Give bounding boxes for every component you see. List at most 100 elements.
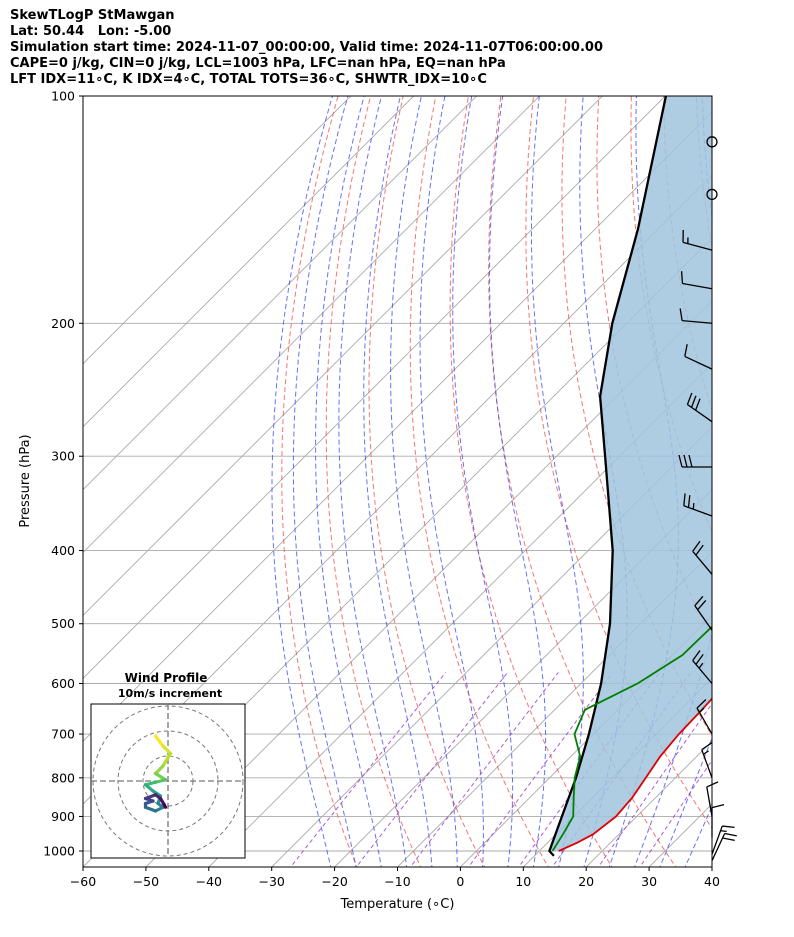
mixing-ratio-line: [639, 759, 712, 867]
isotherm-line: [772, 79, 794, 870]
moist-adiabat-line: [488, 96, 547, 867]
wind-barb: [706, 781, 719, 817]
barb-full-feather: [684, 344, 688, 357]
moist-adiabat-line: [659, 736, 712, 867]
barb-half-feather: [703, 750, 709, 755]
barb-full-feather: [695, 398, 701, 411]
y-tick-label: 600: [51, 676, 75, 691]
barb-full-feather: [688, 454, 693, 468]
dry-adiabat-line: [325, 96, 422, 867]
barb-full-feather: [722, 825, 735, 829]
y-tick-label: 800: [51, 770, 75, 785]
wind-barb: [711, 803, 725, 838]
moist-adiabat-line: [338, 96, 408, 867]
y-tick-label: 900: [51, 809, 75, 824]
x-tick-label: −30: [259, 874, 285, 889]
x-tick-label: −20: [321, 874, 347, 889]
x-tick-label: 0: [456, 874, 464, 889]
temperature-line: [558, 697, 712, 852]
y-tick-label: 500: [51, 616, 75, 631]
barb-staff: [684, 355, 713, 370]
moist-adiabat-line: [390, 96, 458, 867]
wind-barb: [692, 540, 713, 575]
wind-barb: [678, 454, 712, 468]
hodograph-segment: [153, 734, 165, 748]
moist-adiabat-line: [271, 96, 333, 867]
isotherm-line: [83, 96, 541, 554]
x-tick-label: −50: [133, 874, 159, 889]
moist-adiabat-line: [531, 96, 584, 867]
barb-staff: [682, 282, 713, 290]
hodograph-segment: [161, 744, 173, 756]
barb-full-feather: [692, 650, 701, 661]
mixing-ratio-line: [289, 672, 447, 867]
isotherm-line: [711, 866, 712, 867]
barb-half-feather: [699, 707, 705, 713]
wind-barbs: [678, 136, 737, 861]
barb-staff: [682, 320, 713, 324]
y-axis-label: Pressure (hPa): [18, 434, 33, 527]
chart-title: SkewTLogP StMawgan: [10, 8, 175, 23]
isotherm-line: [83, 96, 352, 365]
barb-full-feather: [711, 803, 725, 809]
isotherm-line: [83, 96, 415, 428]
axes-layer: −60 −50 −40 −30 −20 −10 0 10 20 30 40 1000 900 800 700…: [43, 89, 720, 890]
x-tick-label: 20: [578, 874, 594, 889]
x-tick-label: −60: [70, 874, 96, 889]
barb-half-feather: [720, 830, 727, 833]
y-tick-label: 400: [51, 543, 75, 558]
dry-adiabat-line: [449, 96, 613, 867]
hodograph-segment: [153, 778, 168, 784]
moist-adiabat-line: [419, 96, 484, 867]
barb-full-feather: [696, 699, 707, 709]
parcel-temperature-shading: [549, 96, 712, 851]
chart-header: SkewTLogP StMawgan Lat: 50.44 Lon: -5.00…: [10, 8, 603, 88]
wind-barb: [684, 344, 713, 370]
isotherm-line: [83, 96, 604, 617]
moist-adiabat-line: [608, 96, 679, 867]
barb-full-feather: [692, 540, 701, 552]
barb-full-feather: [683, 493, 686, 506]
dry-adiabat-line: [368, 96, 486, 867]
barb-full-feather: [690, 395, 697, 408]
isotherm-line: [83, 96, 666, 679]
barb-staff: [706, 786, 713, 817]
isotherm-line: [333, 488, 712, 867]
y-tick-label: 100: [51, 89, 75, 104]
wind-barb: [679, 308, 713, 324]
y-tick-label: 300: [51, 449, 75, 464]
barb-full-feather: [678, 454, 683, 468]
calm-wind-circle: [706, 136, 718, 148]
barb-full-feather: [724, 832, 737, 837]
barb-full-feather: [687, 495, 691, 508]
wind-barb: [694, 595, 713, 631]
hodograph-segment: [143, 805, 158, 813]
barb-full-feather: [701, 742, 713, 751]
x-axis-label: Temperature (∘C): [340, 897, 455, 912]
simulation-time: Simulation start time: 2024-11-07_00:00:…: [10, 40, 603, 55]
barb-full-feather: [686, 392, 693, 405]
isotherm-line: [396, 551, 712, 867]
wind-barb: [696, 699, 713, 735]
y-tick-label: 1000: [43, 844, 75, 859]
hodograph-title: Wind Profile: [125, 671, 208, 685]
barb-full-feather: [695, 544, 704, 556]
wind-barb: [683, 493, 713, 517]
hodograph-segment: [143, 783, 155, 793]
dry-adiabat-line: [281, 96, 358, 867]
wind-barb: [686, 392, 713, 423]
wind-barb: [711, 825, 735, 855]
dry-adiabat-line: [525, 96, 712, 829]
mixing-ratio-line: [597, 702, 712, 867]
barb-full-feather: [706, 781, 719, 788]
x-tick-label: 40: [704, 874, 720, 889]
barb-staff: [701, 749, 713, 779]
barb-full-feather: [683, 454, 688, 468]
x-tick-label: −10: [384, 874, 410, 889]
y-tick-label: 200: [51, 316, 75, 331]
wind-barb: [692, 650, 713, 684]
wind-barb: [701, 742, 713, 779]
isotherm-line: [83, 96, 478, 491]
wind-barb: [711, 832, 737, 861]
x-tick-label: 30: [641, 874, 657, 889]
